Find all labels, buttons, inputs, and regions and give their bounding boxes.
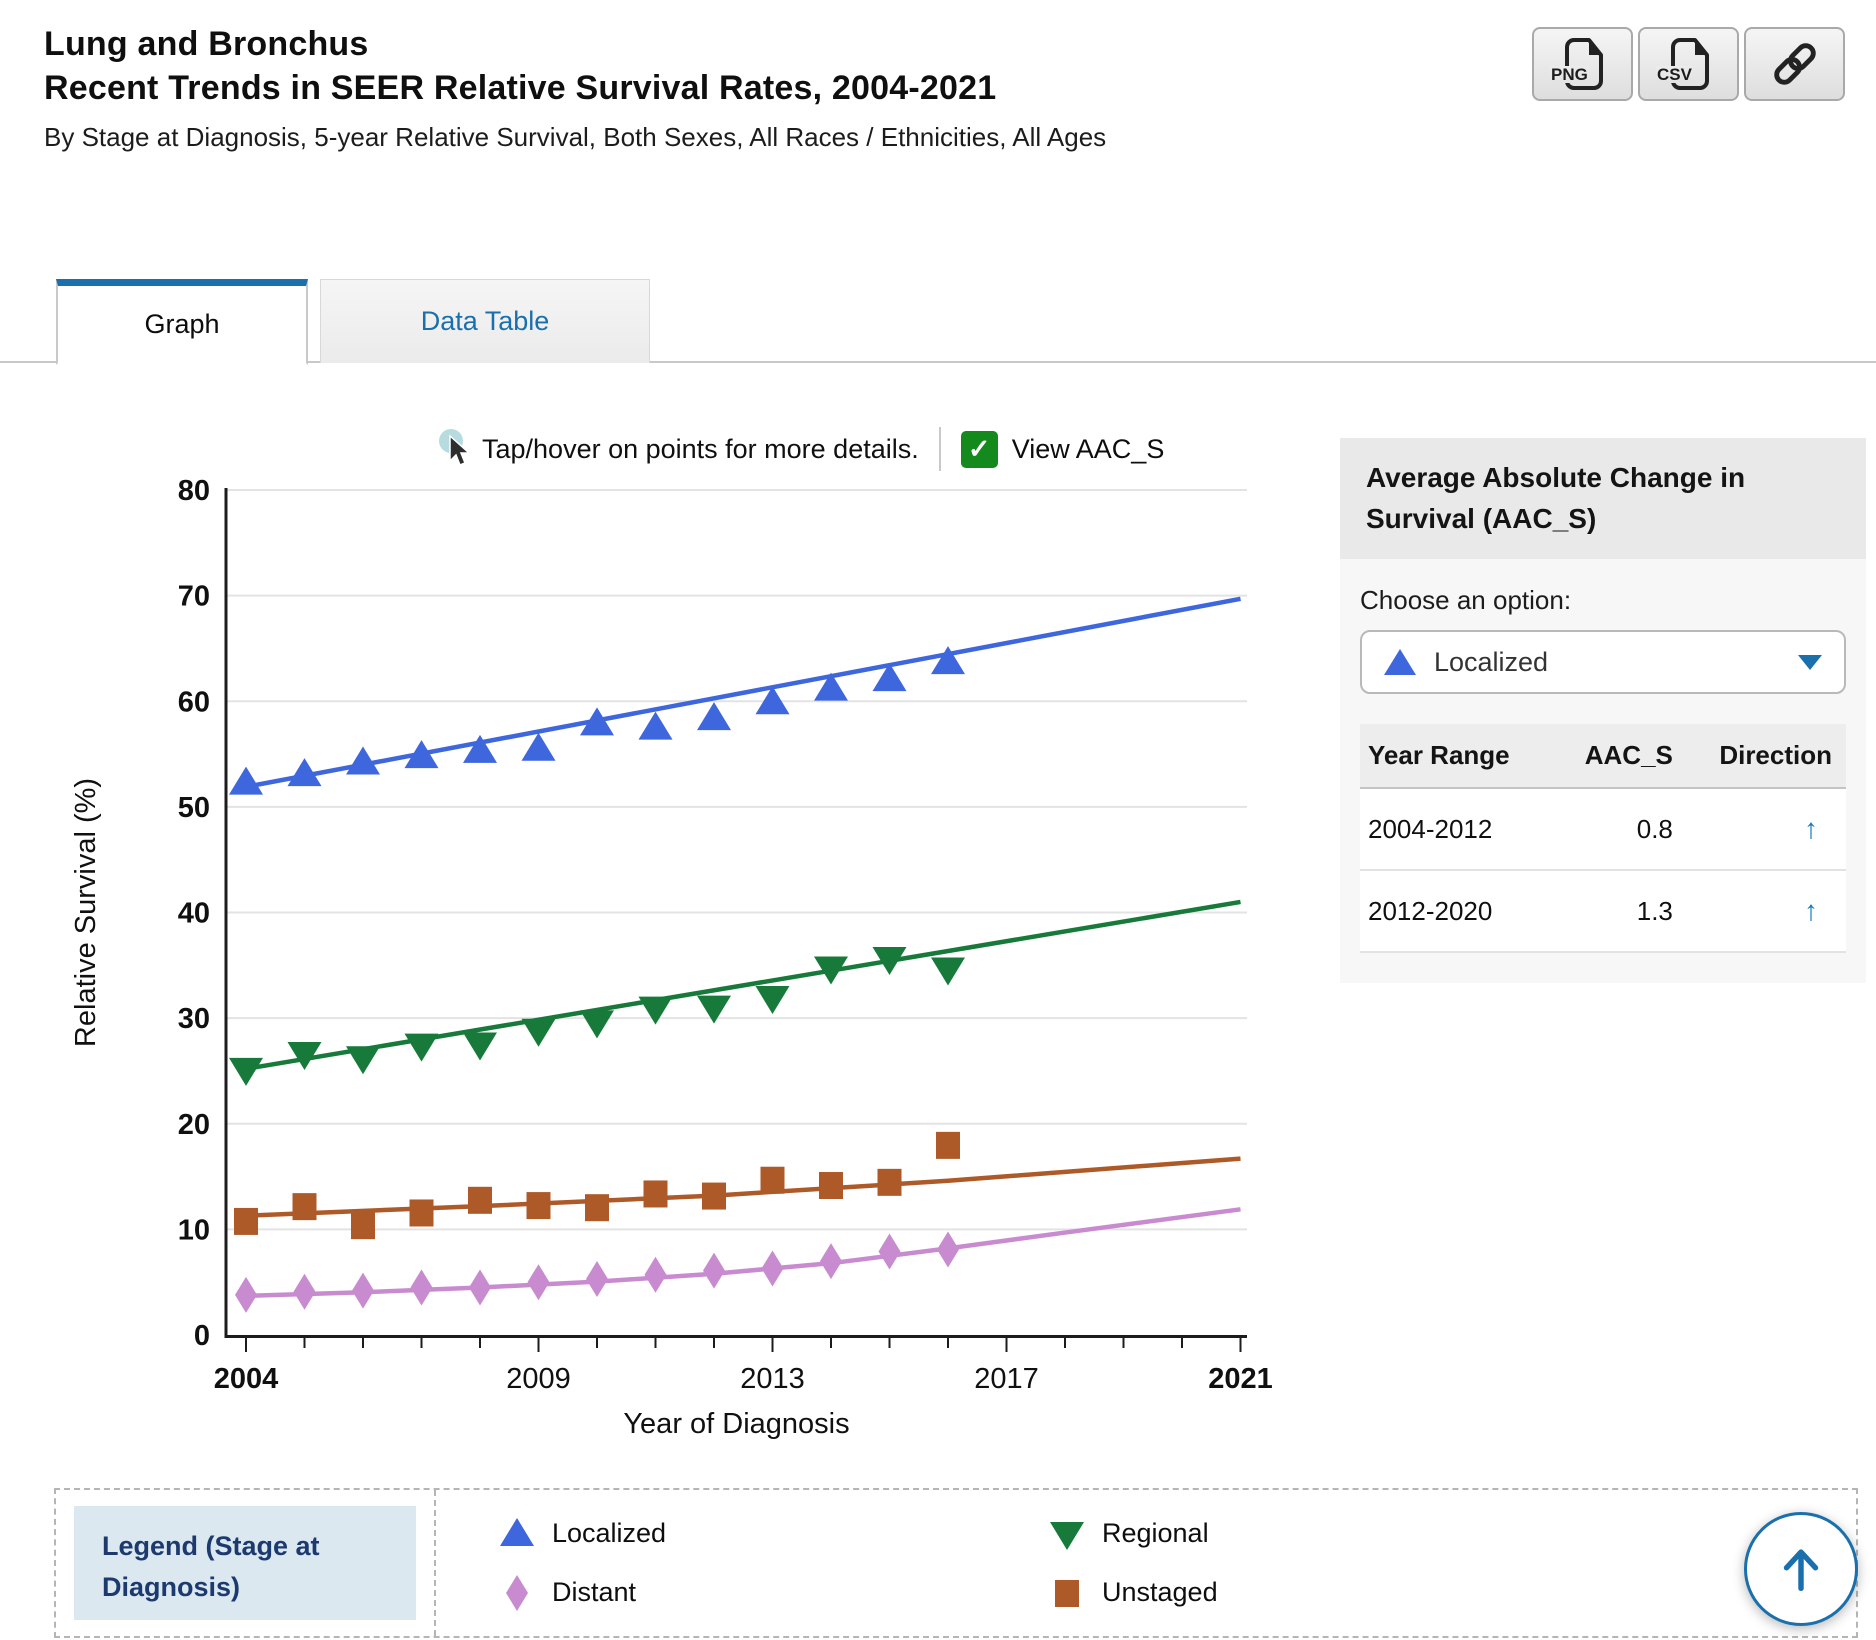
- legend-item-label: Distant: [552, 1577, 637, 1607]
- export-png-button[interactable]: PNG: [1532, 27, 1633, 101]
- legend-item-label: Localized: [552, 1518, 667, 1548]
- png-file-icon: [1564, 38, 1603, 90]
- stage-select-value: Localized: [1434, 646, 1549, 677]
- view-aacs-checkbox[interactable]: [960, 430, 998, 468]
- localized-triangle-icon: [1384, 649, 1416, 676]
- direction-cell: ↑: [1680, 870, 1846, 954]
- export-csv-button[interactable]: CSV: [1638, 27, 1739, 101]
- y-axis-title: Relative Survival (%): [70, 778, 102, 1047]
- aacs-table-row: 2012-2020 1.3 ↑: [1360, 870, 1846, 954]
- legend-item-label: Regional: [1102, 1518, 1209, 1548]
- choose-option-label: Choose an option:: [1360, 585, 1572, 616]
- legend-item-regional: Regional: [1048, 1514, 1598, 1554]
- y-tick-label: 20: [178, 1109, 210, 1141]
- aacs-table-header-direction: Direction: [1680, 724, 1846, 790]
- y-tick-label: 10: [178, 1214, 210, 1246]
- series-unstaged[interactable]: [234, 1131, 960, 1240]
- trend-line-unstaged: [245, 1156, 1241, 1218]
- legend-item-unstaged: Unstaged: [1048, 1573, 1598, 1613]
- aacs-value-cell: 1.3: [1553, 870, 1681, 954]
- view-aacs-label: View AAC_S: [1011, 433, 1165, 464]
- x-tick-label: 2021: [1208, 1363, 1273, 1395]
- up-arrow-icon: ↑: [1804, 813, 1818, 845]
- stage-select-dropdown[interactable]: Localized: [1360, 630, 1846, 695]
- y-tick-label: 80: [178, 475, 210, 507]
- aacs-panel-body: Choose an option: Localized Year Range A…: [1340, 559, 1866, 984]
- x-tick-label: 2013: [740, 1363, 805, 1395]
- diamond-marker-icon: [506, 1574, 528, 1611]
- page-header: Lung and Bronchus Recent Trends in SEER …: [44, 22, 1344, 155]
- csv-file-icon: [1670, 38, 1709, 90]
- aacs-value-cell: 0.8: [1553, 788, 1681, 872]
- triangle-down-marker-icon: [1050, 1521, 1084, 1550]
- y-tick-label: 50: [178, 792, 210, 824]
- back-to-top-button[interactable]: [1744, 1512, 1858, 1626]
- aacs-panel-title: Average Absolute Change in Survival (AAC…: [1340, 438, 1866, 560]
- aacs-table-header-aacs: AAC_S: [1553, 724, 1681, 790]
- survival-trend-chart[interactable]: 0 10 20 30 40 50 60 70 80 2004 2009 2013 2017 2021 Yea…: [40, 400, 1320, 1460]
- year-range-cell: 2004-2012: [1360, 788, 1554, 872]
- legend-items: Localized Regional Distant Unstaged: [436, 1490, 1856, 1636]
- aacs-panel: Average Absolute Change in Survival (AAC…: [1340, 438, 1866, 984]
- csv-label: CSV: [1656, 65, 1693, 84]
- share-link-button[interactable]: [1744, 27, 1845, 101]
- link-icon: [1773, 43, 1816, 85]
- legend-title: Legend (Stage at Diagnosis): [74, 1506, 416, 1620]
- x-axis-title: Year of Diagnosis: [623, 1408, 849, 1440]
- toolbar-divider: [938, 427, 941, 471]
- export-button-group: PNG CSV: [1532, 27, 1845, 101]
- up-arrow-icon: ↑: [1804, 895, 1818, 927]
- up-arrow-icon: [1783, 1549, 1819, 1592]
- page-title-cancer-site: Lung and Bronchus: [44, 25, 369, 63]
- y-tick-label: 60: [178, 686, 210, 718]
- y-tick-label: 40: [178, 898, 210, 930]
- tab-graph[interactable]: Graph: [56, 279, 308, 365]
- trend-line-regional: [245, 899, 1241, 1072]
- page-subtitle: By Stage at Diagnosis, 5-year Relative S…: [44, 122, 1107, 153]
- x-tick-label: 2004: [214, 1363, 279, 1395]
- x-tick-label: 2009: [506, 1363, 571, 1395]
- cursor-pointer-icon: [439, 429, 471, 466]
- aacs-table: Year Range AAC_S Direction 2004-2012 0.8…: [1360, 724, 1846, 954]
- series-localized[interactable]: [229, 646, 965, 795]
- square-marker-icon: [1055, 1579, 1079, 1607]
- trend-line-localized: [245, 596, 1241, 790]
- legend-title-cell: Legend (Stage at Diagnosis): [56, 1490, 436, 1636]
- legend-item-label: Unstaged: [1102, 1577, 1218, 1607]
- tab-bar: Graph Data Table: [0, 279, 1876, 365]
- direction-cell: ↑: [1680, 788, 1846, 872]
- y-tick-label: 0: [194, 1320, 210, 1352]
- png-label: PNG: [1550, 65, 1589, 84]
- page-title-report: Recent Trends in SEER Relative Survival …: [44, 69, 997, 108]
- chart-legend: Legend (Stage at Diagnosis) Localized Reg…: [54, 1488, 1858, 1638]
- series-distant[interactable]: [235, 1231, 959, 1313]
- y-tick-label: 70: [178, 581, 210, 613]
- legend-item-distant: Distant: [498, 1573, 1048, 1613]
- chart-toolbar: Tap/hover on points for more details. Vi…: [438, 424, 1164, 474]
- tap-hover-hint: Tap/hover on points for more details.: [482, 433, 919, 464]
- trend-line-distant: [245, 1207, 1241, 1299]
- x-tick-label: 2017: [974, 1363, 1039, 1395]
- tab-data-table[interactable]: Data Table: [320, 279, 650, 363]
- aacs-table-header-year-range: Year Range: [1360, 724, 1554, 790]
- y-tick-label: 30: [178, 1003, 210, 1035]
- legend-item-localized: Localized: [498, 1514, 1048, 1554]
- year-range-cell: 2012-2020: [1360, 870, 1554, 954]
- aacs-table-row: 2004-2012 0.8 ↑: [1360, 788, 1846, 872]
- series-regional[interactable]: [229, 946, 965, 1086]
- chevron-down-icon: [1798, 654, 1822, 670]
- triangle-up-marker-icon: [500, 1517, 534, 1546]
